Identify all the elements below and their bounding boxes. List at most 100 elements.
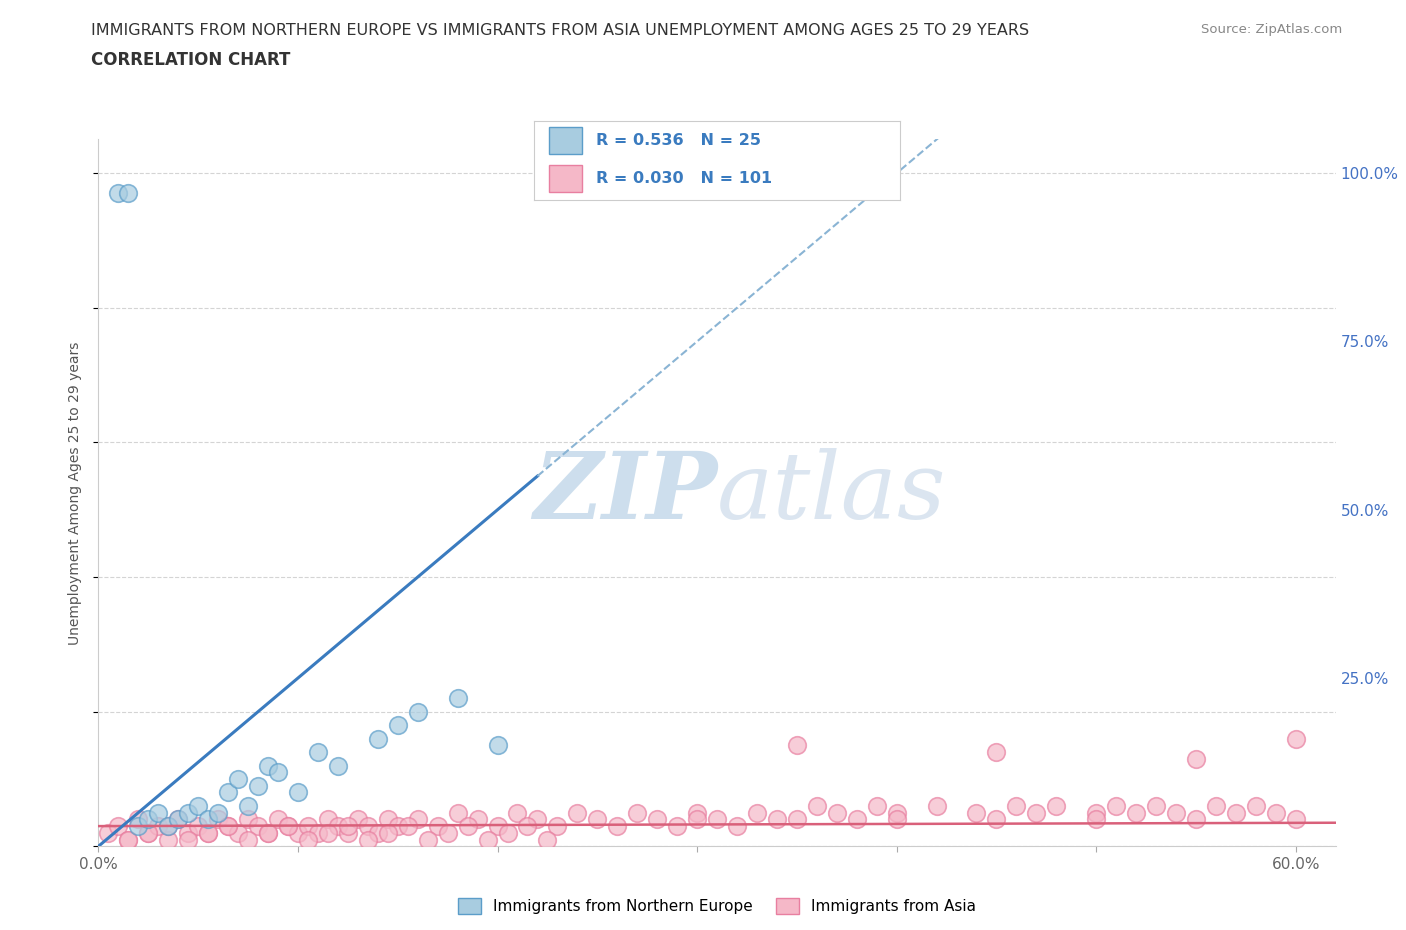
Point xyxy=(1244,799,1267,814)
Point xyxy=(217,818,239,833)
Point xyxy=(117,186,139,201)
Point xyxy=(645,812,668,827)
Point xyxy=(177,832,200,847)
Point xyxy=(706,812,728,827)
Point xyxy=(207,812,229,827)
Point xyxy=(247,778,270,793)
Point xyxy=(117,832,139,847)
Point xyxy=(387,818,409,833)
Point xyxy=(347,812,370,827)
FancyBboxPatch shape xyxy=(548,166,582,193)
Text: IMMIGRANTS FROM NORTHERN EUROPE VS IMMIGRANTS FROM ASIA UNEMPLOYMENT AMONG AGES : IMMIGRANTS FROM NORTHERN EUROPE VS IMMIG… xyxy=(91,23,1029,38)
Point xyxy=(236,812,259,827)
Point xyxy=(1105,799,1128,814)
Point xyxy=(1185,751,1208,766)
Point xyxy=(177,826,200,841)
Point xyxy=(277,818,299,833)
Point xyxy=(745,805,768,820)
Point xyxy=(786,737,808,752)
Point xyxy=(277,818,299,833)
Point xyxy=(1125,805,1147,820)
Point xyxy=(247,818,270,833)
Point xyxy=(326,818,349,833)
Point xyxy=(426,818,449,833)
Point xyxy=(406,704,429,719)
Point xyxy=(127,812,149,827)
Y-axis label: Unemployment Among Ages 25 to 29 years: Unemployment Among Ages 25 to 29 years xyxy=(69,341,83,644)
Point xyxy=(966,805,988,820)
Point xyxy=(136,826,159,841)
Point xyxy=(886,812,908,827)
Point xyxy=(217,818,239,833)
Point xyxy=(267,812,290,827)
Text: R = 0.536   N = 25: R = 0.536 N = 25 xyxy=(596,133,762,148)
Point xyxy=(257,826,280,841)
Point xyxy=(536,832,558,847)
Text: R = 0.030   N = 101: R = 0.030 N = 101 xyxy=(596,171,772,186)
Point xyxy=(416,832,439,847)
Point xyxy=(686,805,709,820)
Point xyxy=(167,812,190,827)
Point xyxy=(446,691,468,706)
Point xyxy=(406,812,429,827)
Point xyxy=(806,799,828,814)
Point xyxy=(925,799,948,814)
Point xyxy=(207,805,229,820)
Point xyxy=(226,826,249,841)
Point xyxy=(236,832,259,847)
Point xyxy=(107,818,129,833)
Point xyxy=(167,812,190,827)
Point xyxy=(307,745,329,760)
Point xyxy=(446,805,468,820)
Point xyxy=(197,826,219,841)
Point xyxy=(666,818,689,833)
Point xyxy=(486,737,509,752)
Point xyxy=(436,826,458,841)
Point xyxy=(1264,805,1286,820)
Point xyxy=(496,826,519,841)
Point xyxy=(396,818,419,833)
Point xyxy=(187,818,209,833)
Point xyxy=(177,805,200,820)
Point xyxy=(1025,805,1047,820)
Point xyxy=(1205,799,1227,814)
Point xyxy=(157,818,180,833)
Point xyxy=(157,832,180,847)
Point xyxy=(148,818,170,833)
Point xyxy=(357,818,380,833)
Point xyxy=(336,826,359,841)
Text: Source: ZipAtlas.com: Source: ZipAtlas.com xyxy=(1202,23,1343,36)
Point xyxy=(117,832,139,847)
Point xyxy=(986,812,1008,827)
Point xyxy=(148,805,170,820)
Point xyxy=(1144,799,1167,814)
Point xyxy=(506,805,529,820)
Point xyxy=(307,826,329,841)
Point xyxy=(866,799,889,814)
Point xyxy=(267,764,290,779)
Point xyxy=(1285,812,1308,827)
Point xyxy=(367,826,389,841)
Point xyxy=(986,745,1008,760)
Point xyxy=(1085,812,1108,827)
Point xyxy=(586,812,609,827)
Point xyxy=(1164,805,1187,820)
Point xyxy=(1085,805,1108,820)
Point xyxy=(606,818,628,833)
Point xyxy=(257,758,280,773)
Point xyxy=(257,826,280,841)
Point xyxy=(1005,799,1028,814)
Point xyxy=(1185,812,1208,827)
Point xyxy=(187,799,209,814)
FancyBboxPatch shape xyxy=(548,127,582,154)
Point xyxy=(336,818,359,833)
Point xyxy=(477,832,499,847)
Point xyxy=(886,805,908,820)
Point xyxy=(197,812,219,827)
Point xyxy=(136,812,159,827)
Point xyxy=(297,818,319,833)
Point xyxy=(845,812,868,827)
Point xyxy=(467,812,489,827)
Text: CORRELATION CHART: CORRELATION CHART xyxy=(91,51,291,69)
Point xyxy=(287,785,309,800)
